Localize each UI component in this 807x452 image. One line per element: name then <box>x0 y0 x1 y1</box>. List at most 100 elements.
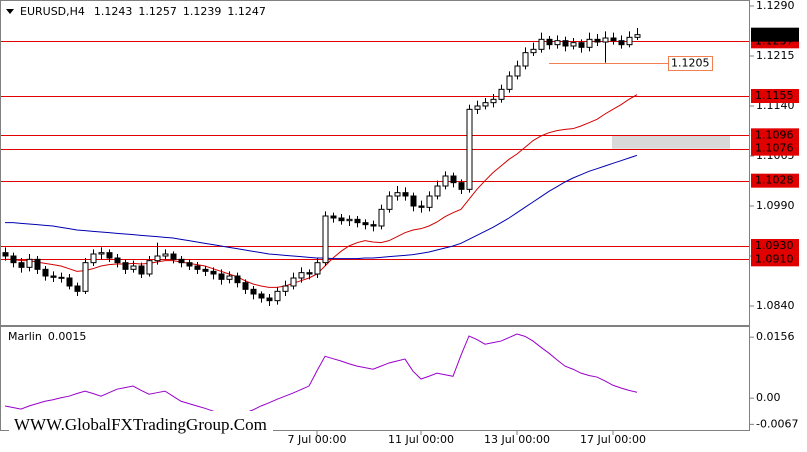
symbol: EURUSD,H4 <box>20 5 85 18</box>
candle-body <box>162 253 169 257</box>
candle-body <box>242 282 249 290</box>
candle-body <box>170 253 177 260</box>
level-label-box <box>751 239 799 253</box>
header-close: 1.1247 <box>227 5 266 18</box>
watermark: WWW.GlobalFXTradingGroup.Com <box>14 415 267 434</box>
candle-body <box>58 276 65 279</box>
candle-body <box>146 260 153 275</box>
candle-body <box>634 34 641 38</box>
candle-body <box>266 297 273 302</box>
x-tick-label: 7 Jul 00:00 <box>288 433 347 446</box>
candle-body <box>346 218 353 222</box>
candle-body <box>186 262 193 267</box>
candle-body <box>530 48 537 54</box>
candle-body <box>90 253 97 264</box>
x-tick-label: 11 Jul 00:00 <box>388 433 454 446</box>
y-tick-label: 0.00 <box>756 391 781 404</box>
candle-body <box>66 277 73 287</box>
price-marker-label: 1.1205 <box>671 57 710 70</box>
candle-body <box>26 258 33 268</box>
candle-body <box>274 290 281 302</box>
level-label: 1.0930 <box>755 239 794 252</box>
candle-body <box>154 255 161 262</box>
candle-body <box>194 265 201 270</box>
y-tick-label: 1.1290 <box>756 0 795 12</box>
background-layer: 1.1205 <box>1 41 750 260</box>
candle-body <box>386 195 393 210</box>
candle-body <box>106 252 113 259</box>
indicator-value: 0.0015 <box>48 330 87 343</box>
candle-body <box>34 258 41 270</box>
watermark-box <box>9 411 273 439</box>
level-label-box <box>751 141 799 156</box>
moving-average <box>5 94 638 288</box>
candle-body <box>562 40 569 47</box>
header-open: 1.1243 <box>94 5 133 18</box>
x-tick-label: 17 Jul 00:00 <box>580 433 646 446</box>
candle-body <box>122 262 129 270</box>
candle-body <box>466 108 473 190</box>
candle-body <box>74 285 81 292</box>
level-label-box <box>751 252 799 267</box>
x-tick-label: 13 Jul 00:00 <box>484 433 550 446</box>
moving-average <box>5 154 638 260</box>
candle-body <box>586 38 593 48</box>
level-label-box <box>751 173 799 188</box>
candle-body <box>498 88 505 100</box>
y-tick-label: 0.0156 <box>756 330 795 343</box>
candle-body <box>450 175 457 184</box>
y-tick-label: 1.0990 <box>756 199 795 212</box>
header-low: 1.1239 <box>183 5 222 18</box>
candle-body <box>362 222 369 226</box>
indicator-header: Marlin 0.0015 <box>8 330 86 343</box>
candle-body <box>370 224 377 227</box>
candle-body <box>226 275 233 280</box>
candle-body <box>394 192 401 197</box>
y-tick-label: 1.1215 <box>756 49 795 62</box>
candle-body <box>506 75 513 90</box>
price-marker-box <box>668 56 713 71</box>
menu-triangle <box>6 9 14 14</box>
candle-body <box>314 262 321 275</box>
chart-header: EURUSD,H4 1.1243 1.1257 1.1239 1.1247 <box>20 5 266 18</box>
candle-body <box>306 272 313 275</box>
level-label: 1.0910 <box>755 252 794 265</box>
indicator-panel-frame <box>0 326 750 431</box>
candle-body <box>82 262 89 292</box>
candle-body <box>218 273 225 280</box>
candle-body <box>250 288 257 295</box>
candle-body <box>50 275 57 278</box>
level-label-box <box>751 89 799 103</box>
candle-body <box>578 42 585 48</box>
candle-body <box>258 293 265 299</box>
candle-body <box>178 258 185 264</box>
candle-body <box>610 37 617 42</box>
candle-body <box>458 182 465 190</box>
level-label: 1.1155 <box>755 89 794 102</box>
candle-body <box>18 262 25 268</box>
indicator-line <box>4 333 638 417</box>
level-label: 1.1076 <box>755 142 794 155</box>
current-price-box <box>751 27 799 42</box>
candle-body <box>490 98 497 104</box>
candle-body <box>474 105 481 110</box>
candle-body <box>426 195 433 208</box>
candle-body <box>442 175 449 187</box>
candle-body <box>554 40 561 46</box>
candle-body <box>322 215 329 264</box>
candle-body <box>434 185 441 197</box>
candle-body <box>378 208 385 227</box>
level-label: 1.1028 <box>755 174 794 187</box>
candle-body <box>418 205 425 208</box>
candle-body <box>522 52 529 67</box>
candle-body <box>410 195 417 207</box>
level-zone <box>612 135 730 149</box>
candle-body <box>2 252 9 257</box>
main-layer <box>2 28 641 417</box>
candle-body <box>514 65 521 77</box>
candle-body <box>618 40 625 46</box>
candle-body <box>298 272 305 279</box>
candle-body <box>130 265 137 270</box>
candle-body <box>546 38 553 46</box>
